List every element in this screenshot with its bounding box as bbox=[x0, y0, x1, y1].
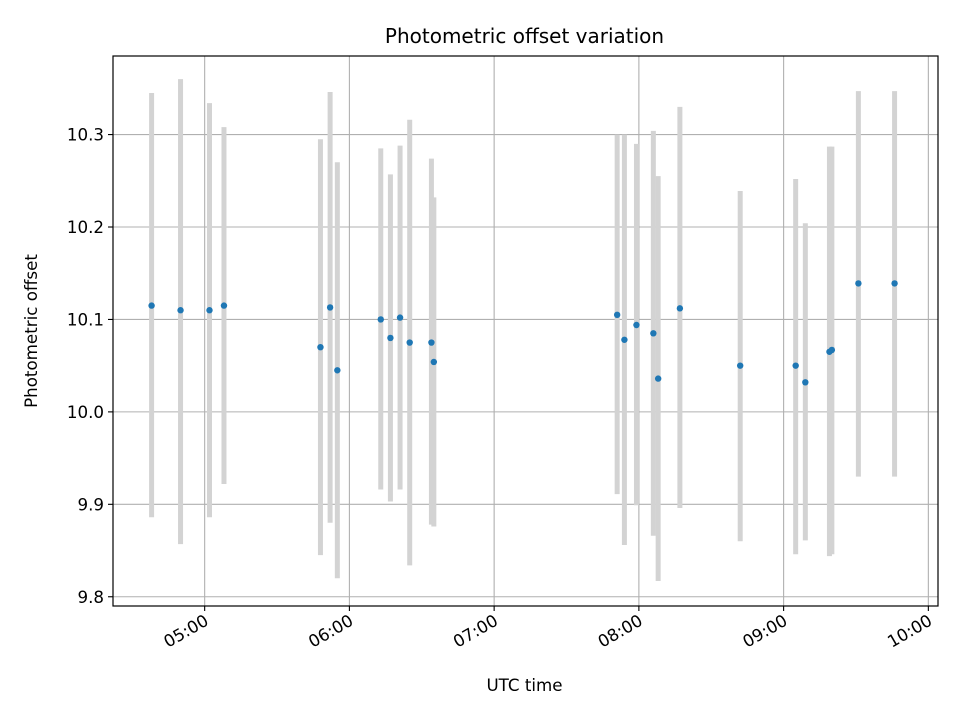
data-point bbox=[621, 336, 628, 343]
data-point bbox=[633, 321, 640, 329]
data-point bbox=[377, 316, 384, 323]
y-tick-label: 10.2 bbox=[67, 217, 104, 237]
data-point bbox=[334, 367, 341, 374]
y-tick-label: 10.0 bbox=[67, 402, 104, 422]
data-point bbox=[396, 314, 404, 321]
data-point bbox=[613, 311, 621, 319]
y-tick-label: 9.8 bbox=[77, 587, 104, 607]
data-point bbox=[828, 346, 836, 354]
grid bbox=[113, 56, 938, 606]
data-point bbox=[654, 375, 662, 382]
data-point bbox=[406, 339, 413, 346]
plot-frame bbox=[112, 55, 939, 607]
data-point bbox=[676, 305, 684, 312]
data-point bbox=[220, 302, 228, 309]
data-point bbox=[177, 307, 184, 314]
data-point bbox=[428, 339, 435, 346]
data-point bbox=[430, 358, 438, 366]
data-point bbox=[148, 302, 155, 309]
y-tick-label: 10.1 bbox=[67, 309, 104, 329]
data-point bbox=[317, 343, 324, 351]
x-axis-label: UTC time bbox=[486, 675, 562, 695]
y-tick-label: 10.3 bbox=[67, 125, 104, 145]
data-point bbox=[802, 379, 809, 386]
data-point bbox=[792, 362, 799, 369]
data-point bbox=[891, 280, 898, 287]
data-point bbox=[736, 362, 744, 369]
data-point bbox=[855, 280, 862, 287]
chart-title: Photometric offset variation bbox=[385, 24, 664, 48]
data-point bbox=[387, 334, 394, 342]
data-point bbox=[326, 304, 334, 311]
data-points bbox=[148, 280, 898, 386]
y-axis-label: Photometric offset bbox=[21, 254, 41, 408]
data-point bbox=[206, 307, 213, 314]
data-point bbox=[650, 330, 657, 337]
y-tick-label: 9.9 bbox=[77, 494, 104, 514]
